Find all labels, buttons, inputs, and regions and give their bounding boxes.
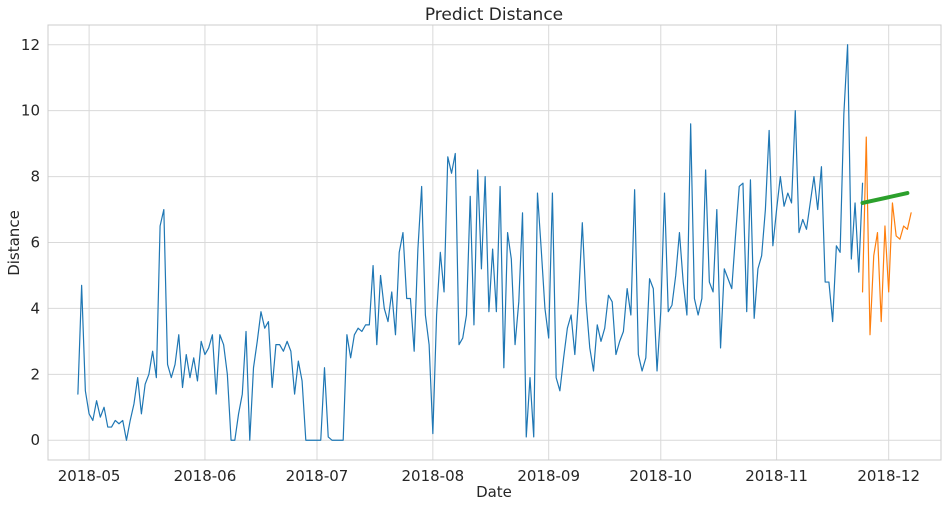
x-axis-label: Date [476, 483, 512, 501]
y-tick-label: 12 [21, 36, 40, 54]
x-tick-label: 2018-11 [745, 467, 808, 485]
x-tick-label: 2018-09 [517, 467, 580, 485]
plot-frame [47, 24, 942, 461]
x-tick-label: 2018-07 [286, 467, 349, 485]
tick-layer: 0 2 4 6 8 10 12 2018-05 2018-06 2018-07 2018-08 201… [21, 36, 920, 485]
y-tick-label: 6 [30, 234, 40, 252]
x-tick-label: 2018-10 [629, 467, 692, 485]
x-tick-label: 2018-05 [58, 467, 121, 485]
y-tick-label: 0 [30, 431, 40, 449]
y-tick-label: 8 [30, 168, 40, 186]
chart-title: Predict Distance [425, 5, 563, 25]
y-tick-label: 4 [30, 299, 40, 317]
series-line-1 [77, 44, 864, 441]
grid-layer [48, 25, 941, 460]
series-line-2 [861, 136, 912, 336]
y-axis-label: Distance [5, 210, 23, 276]
series-layer [77, 44, 912, 441]
series-line-3 [860, 191, 910, 205]
y-tick-label: 10 [21, 102, 40, 120]
x-tick-label: 2018-08 [402, 467, 465, 485]
y-tick-label: 2 [30, 365, 40, 383]
x-tick-label: 2018-06 [174, 467, 237, 485]
x-tick-label: 2018-12 [857, 467, 920, 485]
